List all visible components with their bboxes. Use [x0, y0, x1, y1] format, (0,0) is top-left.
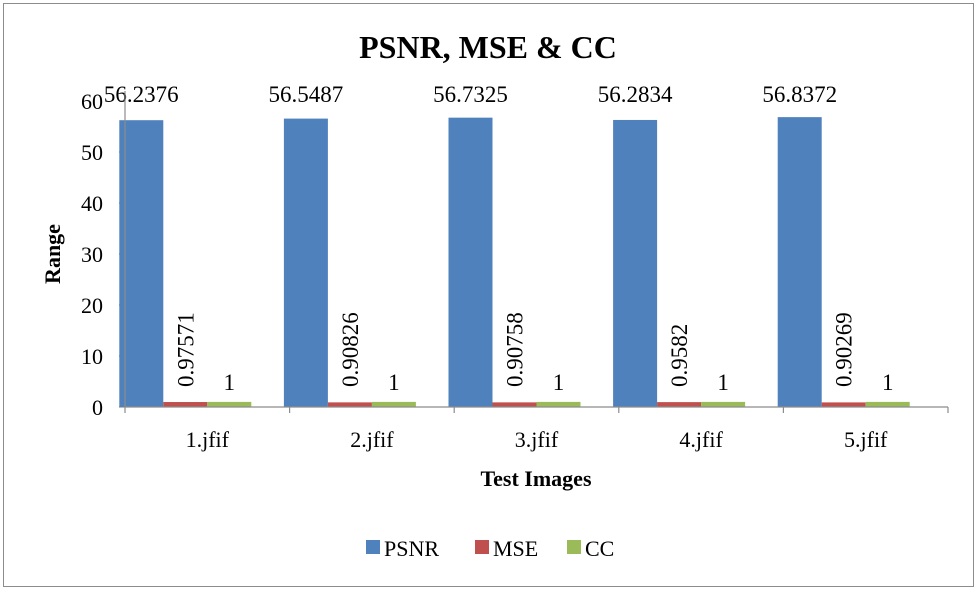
bar-psnr — [283, 118, 328, 408]
plot-area: 0 10 20 30 40 50 60 56.2376 56.5487 56.7325 56.283… — [81, 82, 949, 452]
data-label-psnr: 56.2376 — [104, 82, 179, 107]
y-tick-label: 20 — [81, 293, 103, 318]
data-label-mse: 0.97571 — [173, 312, 198, 387]
x-tick-label: 1.jfif — [186, 427, 230, 452]
data-label-psnr: 56.2834 — [598, 82, 673, 107]
bar-psnr — [119, 120, 164, 408]
data-label-cc: 1 — [553, 370, 565, 395]
data-label-mse: 0.90826 — [338, 312, 363, 387]
legend-label-mse: MSE — [493, 536, 538, 561]
bar-psnr — [448, 117, 493, 408]
legend-swatch-mse — [475, 540, 489, 554]
data-label-mse: 0.90269 — [832, 312, 857, 387]
data-label-mse: 0.9582 — [667, 324, 692, 387]
y-tick-label: 60 — [81, 89, 103, 114]
bar-cc — [865, 401, 910, 407]
x-tick-label: 4.jfif — [679, 427, 723, 452]
chart-title: PSNR, MSE & CC — [359, 29, 617, 65]
data-label-cc: 1 — [717, 370, 729, 395]
data-label-cc: 1 — [388, 370, 400, 395]
x-tick-label: 5.jfif — [844, 427, 888, 452]
bar-cc — [207, 401, 252, 407]
data-label-mse: 0.90758 — [503, 312, 528, 387]
data-label-psnr: 56.5487 — [269, 82, 344, 107]
legend-label-psnr: PSNR — [384, 536, 439, 561]
bar-cc — [701, 401, 746, 407]
x-axis-title: Test Images — [480, 466, 591, 491]
bar-mse — [492, 402, 537, 407]
y-tick-label: 30 — [81, 242, 103, 267]
data-label-psnr: 56.7325 — [433, 82, 508, 107]
legend-swatch-psnr — [366, 540, 380, 554]
bar-mse — [327, 402, 372, 407]
x-tick-label: 3.jfif — [515, 427, 559, 452]
x-tick-label: 2.jfif — [350, 427, 394, 452]
bar-cc — [371, 401, 416, 407]
y-tick-label: 50 — [81, 140, 103, 165]
legend: PSNR MSE CC — [366, 536, 614, 561]
bar-mse — [163, 402, 208, 407]
y-tick-label: 40 — [81, 191, 103, 216]
data-label-psnr: 56.8372 — [762, 82, 837, 107]
legend-label-cc: CC — [585, 536, 614, 561]
bar-mse — [657, 402, 702, 407]
bar-cc — [536, 401, 581, 407]
data-label-cc: 1 — [882, 370, 894, 395]
legend-swatch-cc — [567, 540, 581, 554]
bar-mse — [821, 402, 866, 407]
bar-psnr — [777, 117, 822, 407]
data-label-cc: 1 — [224, 370, 236, 395]
y-tick-label: 10 — [81, 344, 103, 369]
y-tick-label: 0 — [92, 395, 103, 420]
bar-psnr — [613, 119, 658, 408]
y-axis-title: Range — [40, 224, 65, 284]
